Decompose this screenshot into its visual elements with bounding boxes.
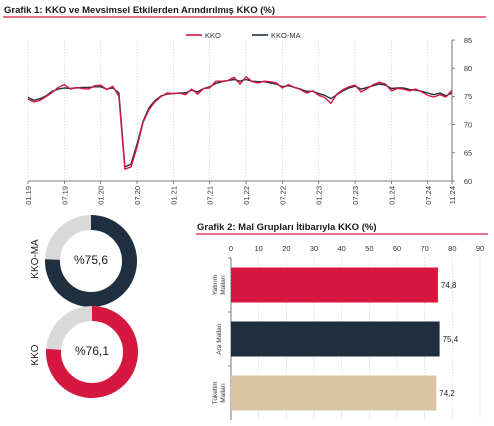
y-axis-ticks: 60 65 70 75 80 85 — [452, 36, 472, 186]
bar-category-label: Tüketim — [212, 381, 219, 404]
bar-x-tick-label: 10 — [254, 244, 262, 253]
line-series — [27, 75, 453, 170]
bar-value-label: 74,8 — [441, 281, 457, 290]
bar-3 — [231, 375, 437, 411]
bar-x-tick-label: 0 — [229, 244, 233, 253]
bar-value-label: 74,2 — [439, 389, 455, 398]
bar-x-tick-label: 20 — [282, 244, 290, 253]
donut-value-kko-ma: %75,6 — [74, 253, 108, 267]
donut-value-arc — [45, 215, 137, 307]
x-tick-label: 07.19 — [60, 186, 69, 205]
x-tick-label: 01.24 — [387, 186, 396, 205]
x-tick-label: 01.21 — [169, 186, 178, 205]
bar-x-tick-label: 90 — [476, 244, 484, 253]
x-tick-label: 01.22 — [242, 186, 251, 205]
bar-category-label: Malları — [220, 275, 227, 295]
x-tick-label: 01.23 — [315, 186, 324, 205]
x-tick-label: 07.23 — [351, 186, 360, 205]
line-chart-grid — [27, 40, 453, 181]
bar-x-tick-label: 80 — [448, 244, 456, 253]
donut-label-kko-ma: KKO-MA — [30, 239, 41, 279]
line-chart: Grafik 1: KKO ve Mevsimsel Etkilerden Ar… — [3, 5, 486, 205]
bar-value-label: 75,4 — [443, 335, 459, 344]
bar-x-tick-label: 40 — [337, 244, 345, 253]
bar-x-axis-ticks: 0 10 20 30 40 50 60 70 80 90 — [229, 244, 484, 253]
bar-x-tick-label: 50 — [365, 244, 373, 253]
bar-2 — [231, 321, 440, 357]
bar-category-label: Yatırım — [212, 275, 219, 295]
bar-x-tick-label: 70 — [420, 244, 428, 253]
y-tick-label: 75 — [464, 92, 472, 101]
x-axis-ticks: 01.19 07.19 01.20 07.20 01.21 07.21 01.22 07.22… — [24, 181, 457, 205]
y-tick-label: 85 — [464, 36, 472, 45]
line-legend: KKO KKO-MA — [186, 31, 301, 40]
donut-kko: KKO %76,1 — [30, 306, 138, 398]
series-line-kko-ma — [27, 78, 453, 168]
legend-label-kko-ma: KKO-MA — [271, 31, 301, 40]
legend-label-kko: KKO — [205, 31, 221, 40]
line-chart-title: Grafik 1: KKO ve Mevsimsel Etkilerden Ar… — [4, 5, 275, 16]
series-line-kko — [27, 75, 453, 170]
x-tick-label: 11.24 — [448, 186, 457, 204]
x-tick-label: 07.24 — [424, 186, 433, 205]
donut-kko-ma: KKO-MA %75,6 — [30, 215, 137, 307]
bar-x-tick-label: 30 — [310, 244, 318, 253]
bar-category-label: Malları — [220, 383, 227, 403]
bar-x-tick-label: 60 — [393, 244, 401, 253]
donut-value-arc — [46, 306, 138, 398]
y-tick-label: 70 — [464, 120, 472, 129]
x-tick-label: 07.20 — [133, 186, 142, 205]
bar-category-label: Ara Malları — [216, 323, 223, 355]
x-tick-label: 07.21 — [206, 186, 215, 205]
bar-chart-title: Grafik 2: Mal Grupları İtibarıyla KKO (%… — [197, 222, 376, 233]
bar-chart: Grafik 2: Mal Grupları İtibarıyla KKO (%… — [196, 222, 488, 420]
x-tick-label: 07.22 — [278, 186, 287, 205]
y-tick-label: 80 — [464, 64, 472, 73]
y-tick-label: 60 — [464, 177, 472, 186]
x-tick-label: 01.20 — [97, 186, 106, 205]
y-tick-label: 65 — [464, 149, 472, 158]
donut-label-kko: KKO — [30, 344, 41, 365]
donut-value-kko: %76,1 — [75, 344, 109, 358]
donut-ring-kko-ma — [45, 215, 137, 307]
x-tick-label: 01.19 — [24, 186, 33, 205]
bar-1 — [231, 267, 438, 303]
donut-ring-kko — [46, 306, 138, 398]
